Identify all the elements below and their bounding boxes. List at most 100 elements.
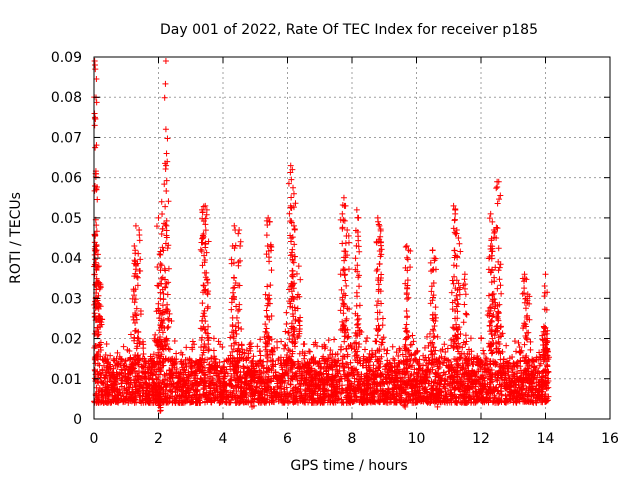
data-point: [397, 374, 404, 381]
data-point: [461, 301, 468, 308]
data-point: [173, 350, 180, 357]
data-point: [402, 244, 409, 251]
data-point: [527, 346, 534, 353]
data-point: [384, 347, 391, 354]
data-point: [405, 294, 412, 301]
data-point: [183, 344, 190, 351]
data-point: [228, 306, 235, 313]
data-point: [341, 272, 348, 279]
data-point: [158, 275, 165, 282]
data-point: [91, 310, 98, 317]
data-point: [374, 266, 381, 273]
data-point: [374, 316, 381, 323]
data-point: [431, 322, 438, 329]
data-point: [355, 315, 362, 322]
data-point: [202, 221, 209, 228]
data-point: [283, 309, 290, 316]
data-point: [91, 122, 98, 129]
data-point: [264, 358, 271, 365]
data-point: [480, 347, 487, 354]
data-point: [256, 367, 263, 374]
data-point: [341, 338, 348, 345]
data-point: [403, 314, 410, 321]
data-point: [454, 360, 461, 367]
data-point: [199, 300, 206, 307]
data-point: [189, 338, 196, 345]
data-point: [163, 188, 170, 195]
data-point: [478, 335, 485, 342]
data-point: [345, 266, 352, 273]
data-point: [356, 283, 363, 290]
data-point: [379, 315, 386, 322]
data-point: [288, 235, 295, 242]
data-point: [403, 307, 410, 314]
data-point: [227, 334, 234, 341]
data-point: [407, 264, 414, 271]
data-point: [429, 326, 436, 333]
data-point: [403, 328, 410, 335]
data-point: [517, 348, 524, 355]
data-point: [127, 331, 134, 338]
data-point: [229, 314, 236, 321]
data-point: [235, 230, 242, 237]
data-point: [165, 317, 172, 324]
data-point: [463, 338, 470, 345]
data-point: [164, 291, 171, 298]
data-point: [380, 334, 387, 341]
data-point: [268, 267, 275, 274]
data-point: [210, 347, 217, 354]
data-point: [347, 359, 354, 366]
data-point: [229, 323, 236, 330]
data-point: [288, 194, 295, 201]
data-point: [305, 348, 312, 355]
data-point: [291, 226, 298, 233]
data-point: [341, 257, 348, 264]
data-point: [94, 196, 101, 203]
data-point: [376, 260, 383, 267]
data-point: [224, 370, 231, 377]
data-point: [206, 346, 213, 353]
data-point: [495, 267, 502, 274]
data-point: [263, 217, 270, 224]
data-point: [164, 135, 171, 142]
data-point: [456, 240, 463, 247]
data-point: [162, 80, 169, 87]
data-point: [136, 237, 143, 244]
data-point: [354, 321, 361, 328]
data-point: [137, 311, 144, 318]
data-point: [290, 184, 297, 191]
data-point: [404, 277, 411, 284]
data-point: [204, 305, 211, 312]
data-point: [451, 247, 458, 254]
data-point: [453, 263, 460, 270]
data-point: [159, 211, 166, 218]
data-point: [450, 262, 457, 269]
data-point: [103, 341, 110, 348]
data-point: [164, 324, 171, 331]
data-point: [494, 285, 501, 292]
data-point: [424, 333, 431, 340]
data-point: [162, 221, 169, 228]
data-point: [356, 248, 363, 255]
data-point: [432, 304, 439, 311]
data-point: [159, 302, 166, 309]
data-point: [198, 239, 205, 246]
data-point: [162, 166, 169, 173]
data-point: [281, 345, 288, 352]
data-point: [356, 302, 363, 309]
data-point: [161, 94, 168, 101]
data-point: [396, 345, 403, 352]
data-point: [489, 313, 496, 320]
data-point: [153, 338, 160, 345]
data-point: [274, 338, 281, 345]
data-point: [165, 323, 172, 330]
data-point: [457, 248, 464, 255]
data-point: [235, 262, 242, 269]
data-point: [140, 351, 147, 358]
data-point: [494, 200, 501, 207]
data-point: [443, 356, 450, 363]
data-point: [262, 321, 269, 328]
data-point: [160, 290, 167, 297]
data-point: [297, 276, 304, 283]
data-point: [373, 338, 380, 345]
